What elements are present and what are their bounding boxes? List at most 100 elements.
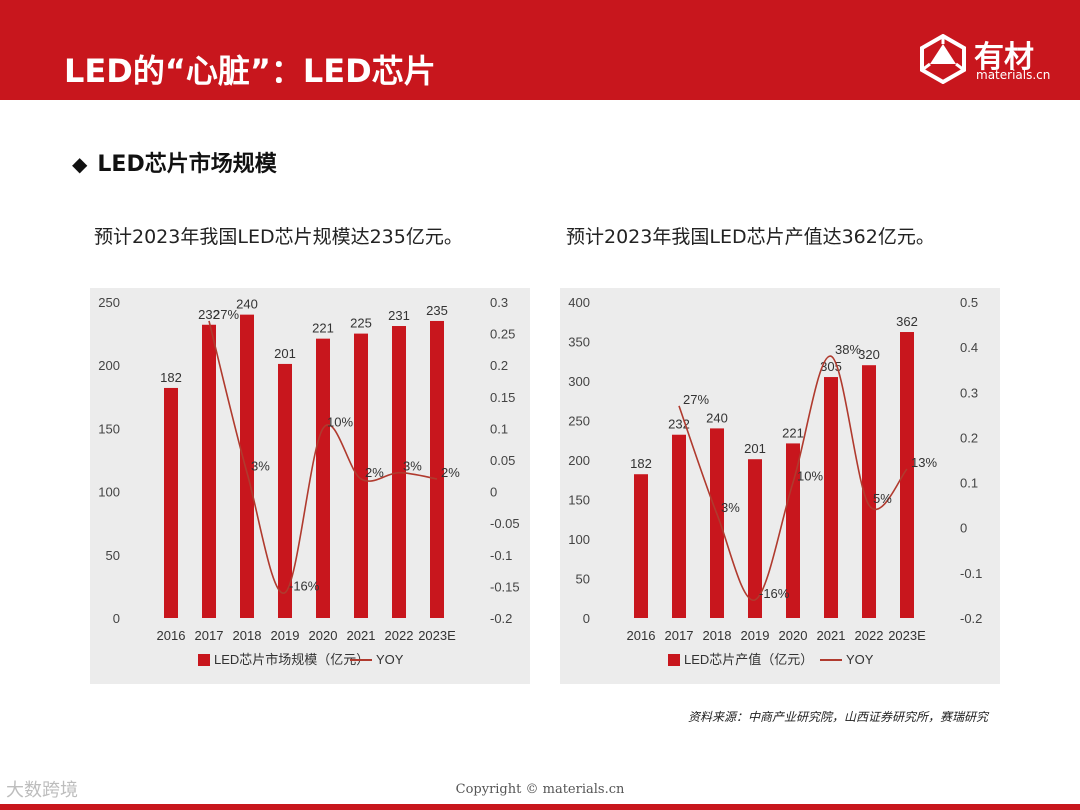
x-tick-label: 2019: [741, 628, 770, 643]
y-left-tick-label: 250: [98, 295, 120, 310]
section-title-text: LED芯片市场规模: [97, 152, 277, 177]
x-tick-label: 2018: [703, 628, 732, 643]
x-tick-label: 2016: [627, 628, 656, 643]
legend-bar-label: LED芯片产值（亿元）: [684, 652, 813, 667]
yoy-value-label: 2%: [441, 465, 460, 480]
brand-logo: 有材 materials.cn: [914, 30, 1064, 90]
yoy-value-label: 10%: [797, 469, 823, 484]
y-right-tick-label: 0: [960, 521, 967, 536]
bar-value-label: 232: [198, 307, 220, 322]
bar: [824, 377, 838, 618]
y-right-tick-label: 0: [490, 485, 497, 500]
y-right-tick-label: -0.15: [490, 579, 520, 594]
y-left-tick-label: 200: [568, 453, 590, 468]
chart-market-size-svg: 0 50 100 150 200 250 -0.2 -0.15 -0.1 -0.05 0 0.05 0.…: [98, 295, 520, 667]
bar: [278, 363, 292, 618]
bar: [316, 338, 330, 618]
header-bar: LED的“心脏”：LED芯片 有材 materials.cn: [0, 0, 1080, 100]
y-left-tick-label: 100: [98, 485, 120, 500]
y-left-tick-label: 400: [568, 295, 590, 310]
bar-value-label: 201: [274, 346, 296, 361]
chart-subtitle-right: 预计2023年我国LED芯片产值达362亿元。: [566, 226, 935, 248]
yoy-value-label: 13%: [911, 455, 937, 470]
y-right-tick-label: 0.05: [490, 453, 515, 468]
x-tick-label: 2019: [271, 628, 300, 643]
bar: [202, 324, 216, 618]
y-right-tick-label: -0.1: [490, 548, 512, 563]
yoy-value-label: 3%: [251, 459, 270, 474]
footer-bar: [0, 804, 1080, 810]
y-left-tick-label: 250: [568, 414, 590, 429]
source-note: 资料来源：中商产业研究院，山西证券研究所，赛瑞研究: [688, 710, 989, 724]
y-right-tick-label: -0.1: [960, 566, 982, 581]
diamond-bullet-icon: ◆: [72, 152, 88, 176]
y-left-tick-label: 200: [98, 358, 120, 373]
yoy-value-label: -16%: [289, 579, 320, 594]
y-right-tick-label: 0.1: [490, 421, 508, 436]
yoy-value-label: 10%: [327, 414, 353, 429]
yoy-value-label: 2%: [365, 465, 384, 480]
y-left-tick-label: 150: [568, 493, 590, 508]
legend-line-label: YOY: [376, 652, 404, 667]
chart-output-value-svg: 0 50 100 150 200 250 300 350 400 -0.2 -0.1 0 0.1 0.2 0…: [568, 295, 982, 667]
yoy-line: [678, 355, 908, 601]
y-right-tick-label: 0.5: [960, 295, 978, 310]
bar: [710, 428, 724, 618]
bar-value-label: 182: [160, 370, 182, 385]
bar: [748, 459, 762, 618]
watermark-brand: 大数跨境: [6, 780, 78, 801]
x-tick-label: 2016: [157, 628, 186, 643]
bar-value-label: 225: [350, 316, 372, 331]
legend-line-label: YOY: [846, 652, 874, 667]
bar-value-label: 201: [744, 441, 766, 456]
logo-hex-icon: [920, 34, 966, 84]
legend-bar-label: LED芯片市场规模（亿元）: [214, 652, 369, 667]
x-tick-label: 2023E: [888, 628, 926, 643]
legend-bar-swatch: [198, 654, 210, 666]
bar: [862, 365, 876, 618]
bar: [672, 434, 686, 618]
x-tick-label: 2017: [195, 628, 224, 643]
bar-value-label: 362: [896, 314, 918, 329]
y-left-tick-label: 350: [568, 335, 590, 350]
bar: [164, 387, 178, 618]
bar: [354, 333, 368, 618]
bar-value-label: 182: [630, 456, 652, 471]
y-left-tick-label: 300: [568, 374, 590, 389]
y-right-tick-label: -0.2: [490, 611, 512, 626]
logo-subtext: materials.cn: [976, 68, 1051, 82]
x-tick-label: 2022: [855, 628, 884, 643]
y-right-tick-label: 0.3: [490, 295, 508, 310]
y-left-tick-label: 150: [98, 421, 120, 436]
y-left-tick-label: 50: [106, 548, 120, 563]
chart-subtitle-left: 预计2023年我国LED芯片规模达235亿元。: [94, 226, 463, 248]
x-tick-label: 2021: [347, 628, 376, 643]
y-right-tick-label: 0.2: [960, 430, 978, 445]
section-title: ◆ LED芯片市场规模: [72, 146, 277, 178]
yoy-value-label: 5%: [873, 491, 892, 506]
bar-value-label: 221: [782, 425, 804, 440]
y-left-tick-label: 50: [576, 572, 590, 587]
bar-value-label: 320: [858, 347, 880, 362]
legend-bar-swatch: [668, 654, 680, 666]
y-left-tick-label: 100: [568, 532, 590, 547]
x-tick-label: 2020: [779, 628, 808, 643]
yoy-value-label: 3%: [721, 500, 740, 515]
y-right-tick-label: 0.3: [960, 385, 978, 400]
bar-value-label: 231: [388, 308, 410, 323]
bar-value-label: 240: [706, 410, 728, 425]
x-tick-label: 2018: [233, 628, 262, 643]
bar: [430, 320, 444, 618]
y-right-tick-label: 0.15: [490, 390, 515, 405]
bar: [240, 314, 254, 618]
y-left-tick-label: 0: [113, 611, 120, 626]
y-right-tick-label: 0.1: [960, 476, 978, 491]
chart-market-size: 0 50 100 150 200 250 -0.2 -0.15 -0.1 -0.05 0 0.05 0.…: [90, 288, 530, 684]
y-right-tick-label: 0.4: [960, 340, 978, 355]
x-tick-label: 2017: [665, 628, 694, 643]
logo-text: 有材: [974, 40, 1034, 75]
yoy-value-label: 27%: [213, 307, 239, 322]
y-right-tick-label: -0.2: [960, 611, 982, 626]
x-tick-label: 2020: [309, 628, 338, 643]
yoy-value-label: -16%: [759, 586, 790, 601]
